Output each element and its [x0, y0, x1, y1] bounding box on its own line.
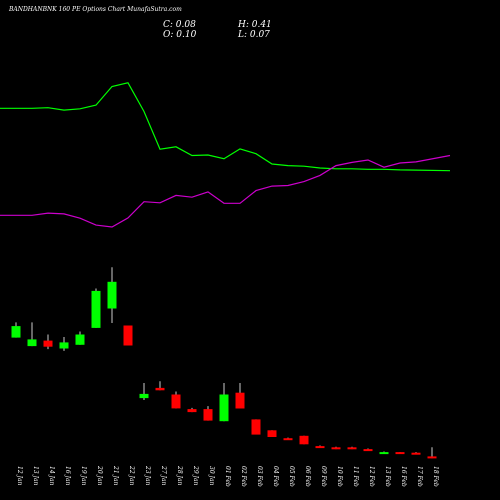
candle: [235, 383, 245, 409]
candle: [363, 448, 373, 452]
candle-body: [59, 342, 69, 349]
x-tick-label: 22 Jan: [128, 465, 135, 486]
candle: [59, 337, 69, 351]
candle-body: [139, 393, 149, 399]
candle: [107, 267, 117, 323]
candle-body: [427, 456, 437, 459]
x-tick-label: 28 Jan: [176, 465, 183, 486]
x-tick-label: 12 Feb: [368, 466, 375, 487]
candle: [219, 383, 229, 422]
candle: [267, 430, 277, 437]
candle-body: [203, 409, 213, 421]
candle-body: [123, 325, 133, 346]
x-tick-label: 23 Jan: [144, 465, 151, 486]
x-tick-label: 27 Jan: [160, 465, 167, 486]
candle-body: [347, 447, 357, 450]
x-tick-label: 05 Feb: [288, 466, 295, 487]
high-value: H: 0.41: [238, 20, 272, 30]
candle: [43, 334, 53, 350]
x-tick-label: 19 Jan: [80, 466, 87, 486]
x-tick-label: 16 Feb: [400, 466, 407, 487]
x-tick-label: 01 Feb: [224, 466, 231, 487]
candle-body: [219, 394, 229, 422]
candle-body: [11, 326, 21, 338]
candle-body: [395, 452, 405, 455]
candle: [299, 435, 309, 445]
x-tick-label: 16 Jan: [64, 466, 71, 486]
candle-body: [379, 452, 389, 455]
candle-body: [411, 452, 421, 455]
candle: [123, 325, 133, 346]
indicator-line-1: [0, 82, 451, 172]
candles: [11, 267, 437, 459]
candle-body: [43, 340, 53, 347]
candle: [139, 383, 149, 400]
close-value: C: 0.08: [163, 20, 196, 30]
candle: [347, 446, 357, 450]
candle-body: [91, 290, 101, 328]
x-tick-label: 06 Feb: [304, 466, 311, 487]
candle-body: [315, 446, 325, 449]
candle: [251, 419, 261, 435]
candle: [315, 445, 325, 449]
candle: [395, 452, 405, 455]
candle: [283, 437, 293, 441]
x-tick-label: 12 Jan: [16, 466, 23, 486]
candle-body: [267, 430, 277, 437]
candle-body: [171, 394, 181, 409]
x-tick-label: 29 Jan: [192, 465, 199, 486]
candle-body: [187, 409, 197, 413]
candle: [427, 447, 437, 459]
candle-body: [27, 339, 37, 347]
candle-body: [299, 435, 309, 445]
candle-body: [251, 419, 261, 435]
candle: [27, 322, 37, 347]
x-tick-label: 02 Feb: [240, 466, 247, 487]
indicator-line-2: [0, 154, 451, 228]
x-tick-label: 09 Feb: [320, 466, 327, 487]
candle: [379, 451, 389, 455]
candle-body: [283, 438, 293, 441]
candle: [171, 391, 181, 409]
low-value: L: 0.07: [238, 30, 270, 40]
x-tick-label: 04 Feb: [272, 466, 279, 487]
x-axis: 12 Jan 13 Jan 14 Jan 16 Jan 19 Jan 20 Jan 21 J…: [16, 465, 439, 487]
candle: [91, 288, 101, 328]
candle-body: [75, 334, 85, 345]
candle: [155, 381, 165, 391]
candle: [11, 322, 21, 338]
candle-body: [363, 449, 373, 452]
candle: [203, 406, 213, 421]
candle: [187, 407, 197, 413]
x-tick-label: 11 Feb: [352, 466, 359, 487]
indicator-lines: [0, 82, 451, 228]
candle-body: [331, 447, 341, 450]
x-tick-label: 18 Feb: [432, 466, 439, 487]
x-tick-label: 21 Jan: [112, 465, 119, 486]
candle-body: [155, 387, 165, 391]
x-tick-label: 14 Jan: [48, 466, 55, 486]
candle: [75, 331, 85, 345]
candle: [331, 446, 341, 450]
x-tick-label: 13 Feb: [384, 466, 391, 487]
candle-body: [107, 281, 117, 309]
candle: [411, 452, 421, 455]
x-tick-label: 30 Jan: [208, 466, 215, 486]
x-tick-label: 10 Feb: [336, 466, 343, 487]
x-tick-label: 03 Feb: [256, 466, 263, 487]
x-tick-label: 20 Jan: [96, 465, 103, 486]
chart-title: BANDHANBNK 160 PE Options Chart MunafaSu…: [9, 6, 182, 13]
open-value: O: 0.10: [163, 30, 197, 40]
candle-body: [235, 392, 245, 409]
x-tick-label: 17 Feb: [416, 466, 423, 487]
x-tick-label: 13 Jan: [32, 466, 39, 486]
